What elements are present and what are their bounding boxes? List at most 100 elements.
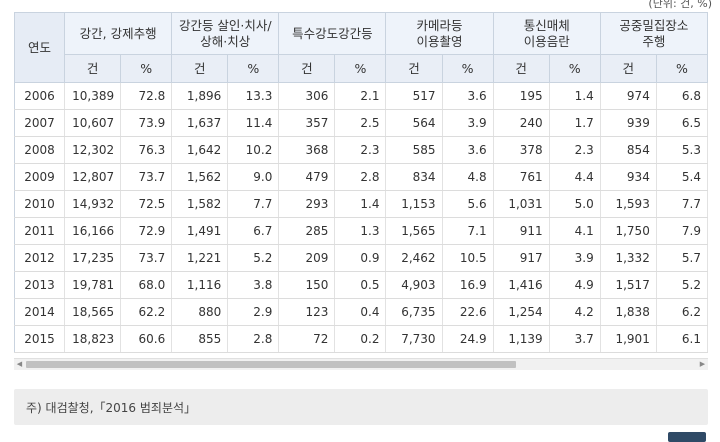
- percent-cell: 2.8: [227, 325, 279, 353]
- count-cell: 17,235: [64, 244, 121, 272]
- table-row: 2009 12,807 73.7 1,562 9.0 479 2.8 834 4.8 761 4.4…: [14, 163, 708, 191]
- count-cell: 368: [278, 136, 335, 164]
- table-container[interactable]: 연도 강간, 강제추행 강간등 살인·치사/상해·치상 특수강도강간등 카메라등…: [14, 12, 708, 360]
- percent-cell: 73.7: [120, 244, 172, 272]
- percent-cell: 3.9: [441, 109, 494, 137]
- percent-subheader: %: [548, 54, 601, 83]
- percent-subheader: %: [655, 54, 708, 83]
- percent-cell: 3.9: [548, 244, 601, 272]
- count-cell: 1,562: [171, 163, 228, 191]
- count-cell: 18,823: [64, 325, 121, 353]
- table-row: 2011 16,166 72.9 1,491 6.7 285 1.3 1,565 7.1 911 4…: [14, 217, 708, 245]
- percent-subheader: %: [334, 54, 387, 83]
- count-cell: 240: [492, 109, 550, 137]
- percent-cell: 72.8: [120, 82, 172, 110]
- count-cell: 934: [599, 163, 657, 191]
- scroll-right-icon[interactable]: ▶: [699, 360, 706, 368]
- count-cell: 209: [278, 244, 335, 272]
- count-cell: 1,491: [171, 217, 228, 245]
- count-cell: 12,302: [64, 136, 121, 164]
- percent-cell: 5.7: [655, 244, 708, 272]
- percent-cell: 1.3: [334, 217, 386, 245]
- percent-cell: 5.2: [227, 244, 279, 272]
- count-cell: 285: [278, 217, 335, 245]
- percent-cell: 73.7: [120, 163, 172, 191]
- percent-cell: 13.3: [227, 82, 279, 110]
- percent-subheader: %: [441, 54, 494, 83]
- percent-cell: 3.8: [227, 271, 279, 299]
- group-header: 통신매체 이용음란: [492, 12, 601, 55]
- scrollbar-thumb[interactable]: [26, 361, 516, 368]
- percent-cell: 3.6: [441, 82, 494, 110]
- count-cell: 12,807: [64, 163, 121, 191]
- count-cell: 1,593: [599, 190, 657, 218]
- percent-cell: 16.9: [441, 271, 494, 299]
- year-cell: 2007: [14, 109, 65, 137]
- count-cell: 834: [385, 163, 443, 191]
- table-row: 2014 18,565 62.2 880 2.9 123 0.4 6,735 22.6 1,254…: [14, 298, 708, 326]
- percent-cell: 2.5: [334, 109, 386, 137]
- year-cell: 2013: [14, 271, 65, 299]
- count-cell: 1,838: [599, 298, 657, 326]
- count-cell: 357: [278, 109, 335, 137]
- percent-cell: 7.1: [441, 217, 494, 245]
- count-cell: 1,139: [492, 325, 550, 353]
- horizontal-scrollbar[interactable]: ◀ ▶: [14, 358, 708, 370]
- count-cell: 911: [492, 217, 550, 245]
- count-cell: 4,903: [385, 271, 443, 299]
- scroll-left-icon[interactable]: ◀: [16, 360, 23, 368]
- count-cell: 517: [385, 82, 443, 110]
- percent-cell: 76.3: [120, 136, 172, 164]
- crime-stats-table: 연도 강간, 강제추행 강간등 살인·치사/상해·치상 특수강도강간등 카메라등…: [14, 12, 708, 353]
- table-row: 2015 18,823 60.6 855 2.8 72 0.2 7,730 24.9 1,139 3…: [14, 325, 708, 353]
- count-cell: 306: [278, 82, 335, 110]
- count-cell: 1,750: [599, 217, 657, 245]
- count-subheader: 건: [385, 54, 443, 83]
- count-cell: 1,254: [492, 298, 550, 326]
- count-cell: 72: [278, 325, 335, 353]
- count-cell: 1,582: [171, 190, 228, 218]
- year-cell: 2008: [14, 136, 65, 164]
- table-row: 2013 19,781 68.0 1,116 3.8 150 0.5 4,903 16.9 1,4…: [14, 271, 708, 299]
- count-cell: 1,642: [171, 136, 228, 164]
- percent-cell: 6.8: [655, 82, 708, 110]
- percent-cell: 5.4: [655, 163, 708, 191]
- percent-cell: 60.6: [120, 325, 172, 353]
- corner-button[interactable]: [668, 432, 706, 442]
- count-cell: 6,735: [385, 298, 443, 326]
- percent-cell: 2.3: [548, 136, 601, 164]
- count-cell: 293: [278, 190, 335, 218]
- count-cell: 1,332: [599, 244, 657, 272]
- percent-cell: 5.6: [441, 190, 494, 218]
- unit-note: (단위: 건, %): [648, 0, 712, 10]
- count-cell: 1,416: [492, 271, 550, 299]
- percent-subheader: %: [227, 54, 280, 83]
- group-header: 카메라등 이용촬영: [385, 12, 494, 55]
- year-cell: 2012: [14, 244, 65, 272]
- count-cell: 7,730: [385, 325, 443, 353]
- count-cell: 761: [492, 163, 550, 191]
- year-cell: 2006: [14, 82, 65, 110]
- count-cell: 16,166: [64, 217, 121, 245]
- percent-cell: 73.9: [120, 109, 172, 137]
- count-cell: 123: [278, 298, 335, 326]
- table-row: 2012 17,235 73.7 1,221 5.2 209 0.9 2,462 10.5 917…: [14, 244, 708, 272]
- count-cell: 2,462: [385, 244, 443, 272]
- group-header: 특수강도강간등: [278, 12, 387, 55]
- percent-cell: 4.2: [548, 298, 601, 326]
- percent-cell: 68.0: [120, 271, 172, 299]
- count-cell: 10,389: [64, 82, 121, 110]
- count-subheader: 건: [492, 54, 550, 83]
- count-cell: 1,221: [171, 244, 228, 272]
- table-row: 2007 10,607 73.9 1,637 11.4 357 2.5 564 3.9 240 1.…: [14, 109, 708, 137]
- percent-cell: 4.4: [548, 163, 601, 191]
- count-cell: 19,781: [64, 271, 121, 299]
- percent-cell: 10.2: [227, 136, 279, 164]
- count-cell: 1,637: [171, 109, 228, 137]
- count-cell: 854: [599, 136, 657, 164]
- percent-cell: 2.1: [334, 82, 386, 110]
- percent-cell: 5.3: [655, 136, 708, 164]
- percent-cell: 11.4: [227, 109, 279, 137]
- percent-cell: 2.3: [334, 136, 386, 164]
- year-header: 연도: [14, 12, 66, 83]
